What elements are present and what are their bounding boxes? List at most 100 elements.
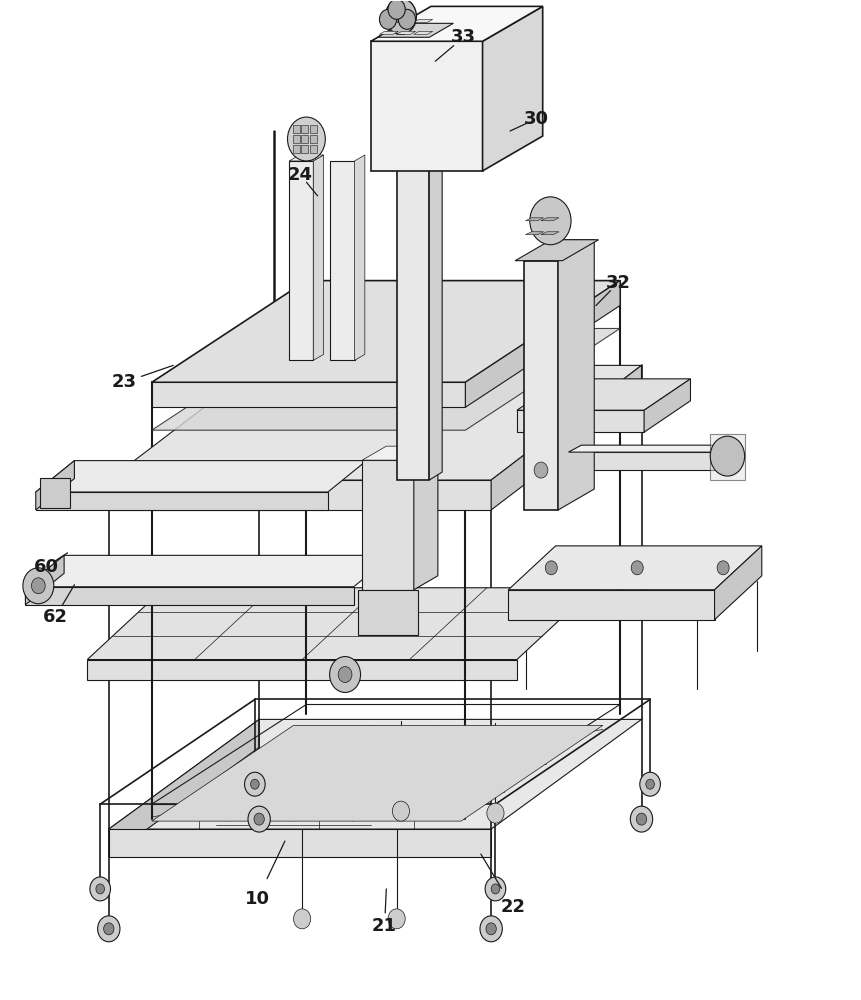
Polygon shape — [379, 31, 398, 34]
Polygon shape — [362, 460, 413, 590]
Circle shape — [486, 923, 496, 935]
Circle shape — [530, 197, 570, 245]
Polygon shape — [517, 410, 643, 432]
Polygon shape — [330, 161, 354, 360]
Circle shape — [379, 9, 396, 29]
Text: 24: 24 — [288, 166, 313, 184]
Polygon shape — [523, 261, 558, 510]
Polygon shape — [396, 151, 429, 480]
Polygon shape — [541, 218, 559, 221]
Polygon shape — [108, 365, 641, 480]
Polygon shape — [293, 125, 299, 133]
Circle shape — [338, 667, 351, 682]
Polygon shape — [152, 328, 619, 430]
Circle shape — [31, 578, 45, 594]
Circle shape — [288, 117, 325, 161]
Circle shape — [387, 909, 405, 929]
Polygon shape — [525, 218, 543, 221]
Circle shape — [97, 916, 120, 942]
Polygon shape — [413, 446, 437, 590]
Circle shape — [387, 0, 405, 19]
Circle shape — [251, 779, 259, 789]
Circle shape — [480, 916, 502, 942]
Polygon shape — [413, 19, 432, 22]
Circle shape — [639, 772, 660, 796]
Polygon shape — [515, 240, 598, 261]
Polygon shape — [491, 365, 641, 510]
Polygon shape — [482, 6, 542, 171]
Circle shape — [709, 436, 744, 476]
Text: 62: 62 — [43, 608, 68, 626]
Polygon shape — [108, 829, 491, 857]
Polygon shape — [508, 546, 761, 590]
Polygon shape — [35, 461, 74, 510]
Polygon shape — [396, 143, 442, 151]
Polygon shape — [357, 590, 418, 635]
Circle shape — [385, 0, 416, 34]
Polygon shape — [354, 155, 364, 360]
Text: 30: 30 — [523, 110, 548, 128]
Circle shape — [254, 813, 264, 825]
Polygon shape — [541, 232, 559, 235]
Polygon shape — [300, 125, 307, 133]
Polygon shape — [714, 546, 761, 620]
Polygon shape — [523, 240, 593, 261]
Polygon shape — [525, 232, 543, 235]
Polygon shape — [35, 492, 327, 510]
Polygon shape — [152, 382, 465, 407]
Polygon shape — [108, 719, 259, 857]
Polygon shape — [293, 145, 299, 153]
Circle shape — [398, 9, 415, 29]
Polygon shape — [643, 379, 690, 432]
Polygon shape — [567, 452, 722, 470]
Polygon shape — [558, 240, 593, 510]
Polygon shape — [508, 590, 714, 620]
Polygon shape — [517, 379, 690, 410]
Polygon shape — [362, 446, 437, 460]
Polygon shape — [370, 41, 482, 171]
Circle shape — [545, 561, 557, 575]
Circle shape — [716, 561, 728, 575]
Polygon shape — [26, 555, 392, 587]
Circle shape — [630, 561, 642, 575]
Circle shape — [392, 801, 409, 821]
Circle shape — [635, 813, 646, 825]
Polygon shape — [26, 587, 353, 605]
Text: 22: 22 — [499, 898, 524, 916]
Text: 60: 60 — [34, 558, 59, 576]
Polygon shape — [396, 31, 415, 34]
Polygon shape — [396, 19, 415, 22]
Polygon shape — [293, 135, 299, 143]
Polygon shape — [152, 281, 619, 382]
Circle shape — [491, 884, 499, 894]
Polygon shape — [709, 434, 744, 480]
Polygon shape — [289, 161, 313, 360]
Polygon shape — [465, 281, 619, 407]
Text: 32: 32 — [605, 274, 630, 292]
Circle shape — [245, 772, 265, 796]
Polygon shape — [300, 145, 307, 153]
Polygon shape — [87, 660, 517, 680]
Polygon shape — [289, 155, 323, 161]
Polygon shape — [87, 588, 593, 660]
Polygon shape — [152, 725, 602, 821]
Polygon shape — [379, 19, 398, 22]
Circle shape — [486, 803, 504, 823]
Circle shape — [629, 806, 652, 832]
Polygon shape — [429, 143, 442, 480]
Text: 10: 10 — [245, 890, 269, 908]
Polygon shape — [35, 461, 366, 492]
Polygon shape — [40, 478, 70, 508]
Polygon shape — [309, 145, 316, 153]
Polygon shape — [300, 135, 307, 143]
Circle shape — [645, 779, 653, 789]
Text: 21: 21 — [372, 917, 397, 935]
Polygon shape — [309, 135, 316, 143]
Circle shape — [103, 923, 114, 935]
Polygon shape — [313, 155, 323, 360]
Polygon shape — [309, 125, 316, 133]
Polygon shape — [108, 719, 641, 829]
Polygon shape — [108, 480, 491, 510]
Text: 23: 23 — [112, 373, 137, 391]
Polygon shape — [26, 555, 64, 605]
